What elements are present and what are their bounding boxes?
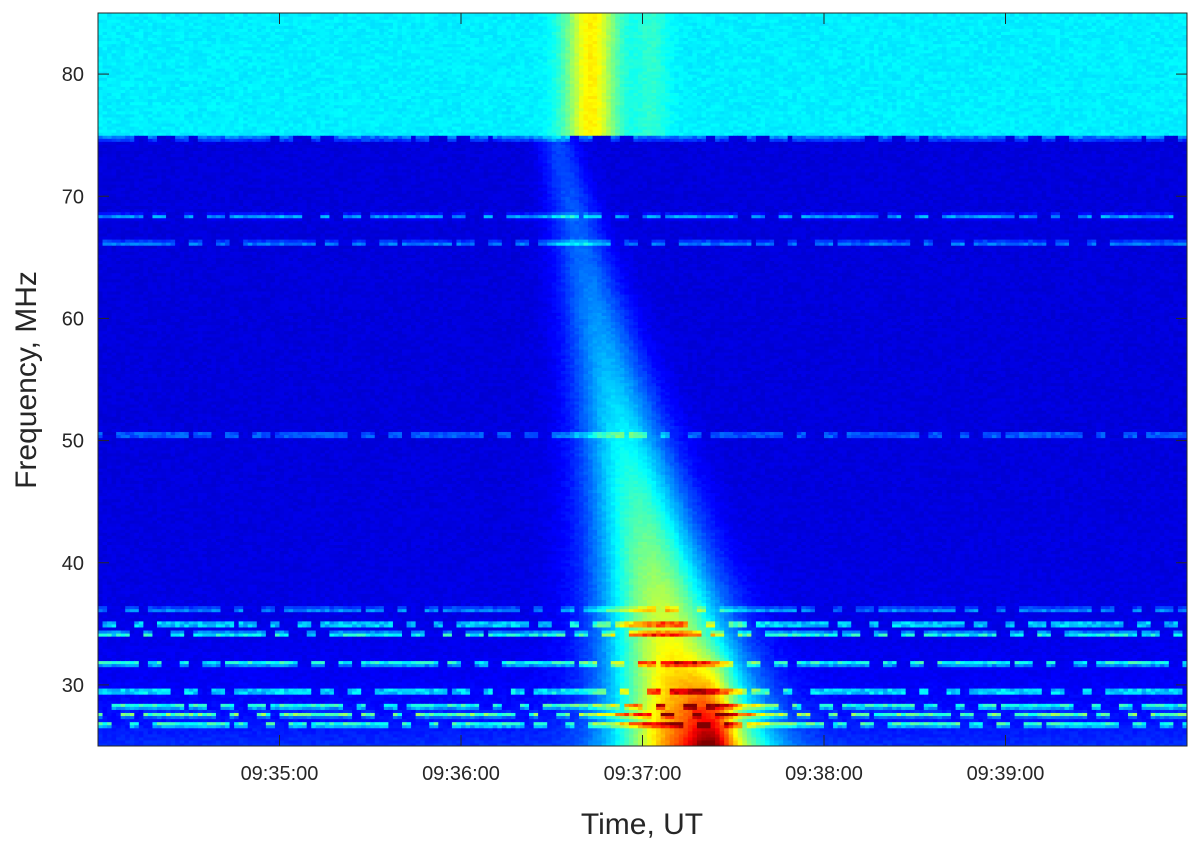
heatmap-cell: [125, 13, 130, 17]
heatmap-cell: [148, 13, 153, 17]
heatmap-cell: [98, 13, 103, 17]
heatmap-cell: [107, 13, 112, 17]
heatmap-cell: [152, 13, 157, 17]
spectrogram-heatmap: [98, 13, 1188, 747]
heatmap-cell: [143, 13, 148, 17]
heatmap-cell: [134, 13, 139, 17]
heatmap-cell: [139, 13, 144, 17]
heatmap-cell: [130, 13, 135, 17]
heatmap-cell: [121, 13, 126, 17]
heatmap-cell: [103, 13, 108, 17]
heatmap-cell: [116, 13, 121, 17]
heatmap-cell: [112, 13, 117, 17]
